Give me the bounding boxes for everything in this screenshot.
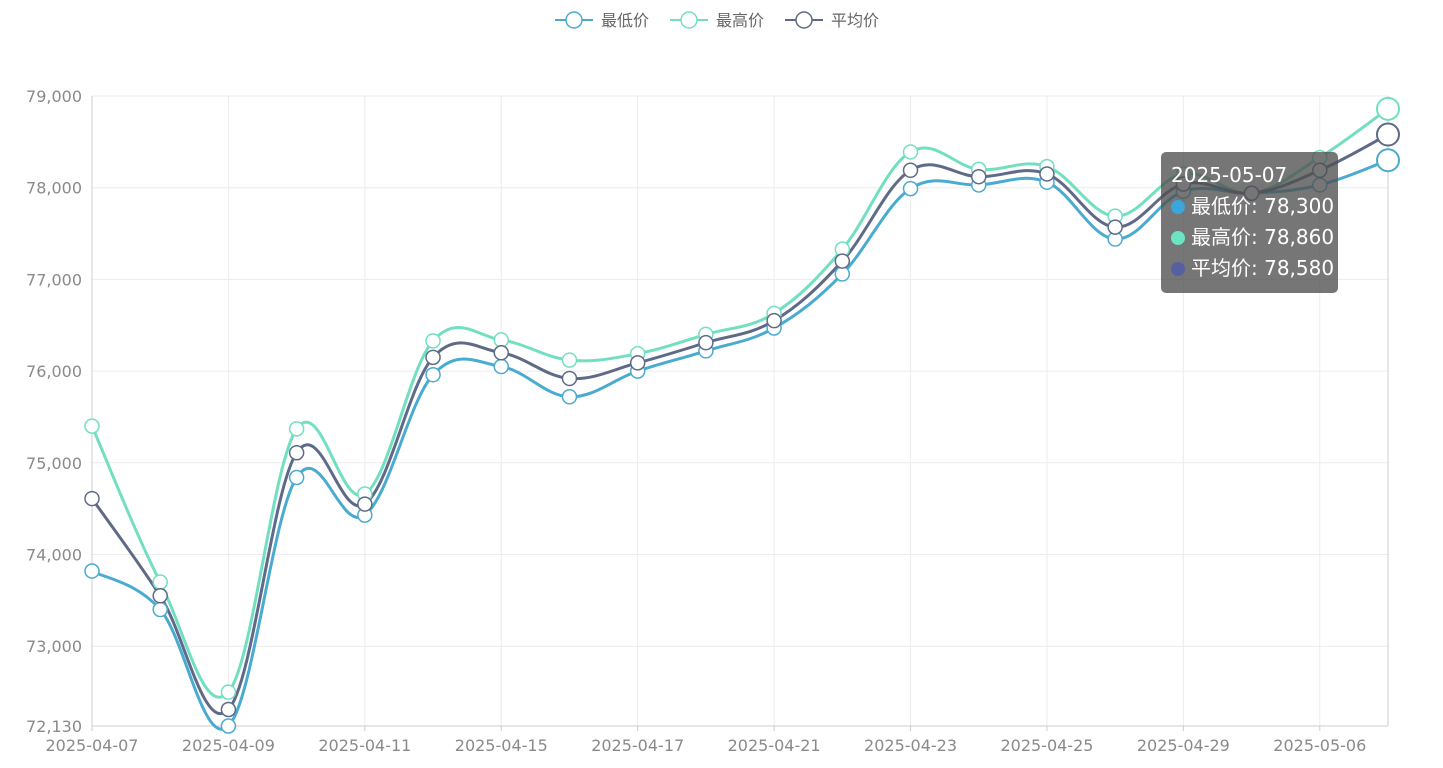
tooltip-dot-high [1171,231,1185,245]
data-point-avg[interactable] [220,701,237,718]
data-point-avg[interactable] [288,444,305,461]
data-point-avg[interactable] [766,312,782,329]
y-tick-label: 76,000 [26,362,82,381]
data-point-low[interactable] [834,266,851,282]
data-point-high[interactable] [220,684,237,700]
tooltip-avg-label: 平均价: 78,580 [1191,256,1335,280]
series-lines [90,107,1389,731]
data-point-low[interactable] [84,563,100,579]
legend-label: 平均价 [831,11,879,30]
data-point-avg[interactable] [902,162,919,179]
data-point-avg[interactable] [561,370,578,387]
x-tick-label: 2025-05-06 [1273,736,1366,755]
tooltip-low-label: 最低价: 78,300 [1191,194,1335,218]
data-point-low[interactable] [288,469,305,486]
axes: 72,130 73,000 74,000 75,000 76,000 77,000 78,0… [26,87,1389,755]
tooltip-dot-low [1171,200,1185,214]
y-tick-label: 77,000 [26,270,82,289]
data-point-avg[interactable] [425,349,441,366]
data-point-high[interactable] [84,418,100,434]
y-tick-label: 74,000 [26,546,82,565]
data-point-high[interactable] [288,421,305,437]
data-point-avg[interactable] [84,490,100,507]
y-tick-label: 78,000 [26,179,82,198]
data-point-avg[interactable] [698,334,714,351]
x-tick-label: 2025-04-29 [1137,736,1230,755]
data-point-avg[interactable] [1107,219,1123,235]
x-tick-label: 2025-04-15 [455,736,548,755]
legend-marker [565,11,583,29]
legend-item-low[interactable]: 最低价 [555,11,649,30]
legend-marker [795,11,813,29]
data-point-low[interactable] [1376,148,1400,173]
legend-label: 最低价 [601,11,649,30]
legend[interactable]: 最低价 最高价 平均价 [555,11,879,30]
data-point-low[interactable] [425,367,441,383]
series-line-high [90,107,1389,699]
tooltip: 2025-05-07 最低价: 78,300 最高价: 78,860 平均价: … [1161,152,1338,293]
data-point-avg[interactable] [629,355,646,371]
legend-label: 最高价 [716,11,764,30]
data-point-avg[interactable] [1376,122,1400,147]
data-point-avg[interactable] [357,496,373,512]
tooltip-date: 2025-05-07 [1171,163,1288,187]
data-point-low[interactable] [902,180,919,197]
legend-item-high[interactable]: 最高价 [670,11,764,30]
data-point-high[interactable] [493,332,510,348]
data-point-avg[interactable] [493,345,510,361]
x-tick-label: 2025-04-07 [46,736,139,755]
data-point-high[interactable] [425,333,441,349]
data-point-low[interactable] [152,601,168,618]
data-point-high[interactable] [902,144,919,160]
series-line-low [91,158,1389,731]
y-tick-label: 79,000 [26,87,82,106]
x-tick-label: 2025-04-23 [864,736,957,755]
series-line-avg [90,133,1389,715]
data-point-low[interactable] [220,718,237,734]
tooltip-row-avg: 平均价: 78,580 [1171,253,1334,284]
y-tick-label: 75,000 [26,454,82,473]
legend-marker [680,11,698,29]
legend-item-avg[interactable]: 平均价 [785,11,879,30]
data-point-high[interactable] [152,574,168,590]
y-tick-label: 72,130 [26,717,82,736]
x-tick-label: 2025-04-09 [182,736,275,755]
y-tick-label: 73,000 [26,637,82,656]
tooltip-high-label: 最高价: 78,860 [1191,225,1335,249]
data-point-low[interactable] [561,389,578,405]
tooltip-row-low: 最低价: 78,300 [1171,191,1334,222]
grid-lines [92,95,1388,726]
data-point-avg[interactable] [1039,166,1055,182]
data-point-high[interactable] [561,352,578,368]
data-point-avg[interactable] [834,253,851,269]
x-tick-label: 2025-04-25 [1000,736,1093,755]
tooltip-dot-avg [1171,262,1185,276]
data-point-avg[interactable] [970,168,987,185]
data-point-avg[interactable] [152,588,168,604]
x-tick-label: 2025-04-11 [318,736,411,755]
data-point-high[interactable] [1376,96,1400,121]
tooltip-row-high: 最高价: 78,860 [1171,222,1334,253]
x-tick-label: 2025-04-17 [591,736,684,755]
x-tick-label: 2025-04-21 [728,736,821,755]
data-point-low[interactable] [493,358,510,375]
